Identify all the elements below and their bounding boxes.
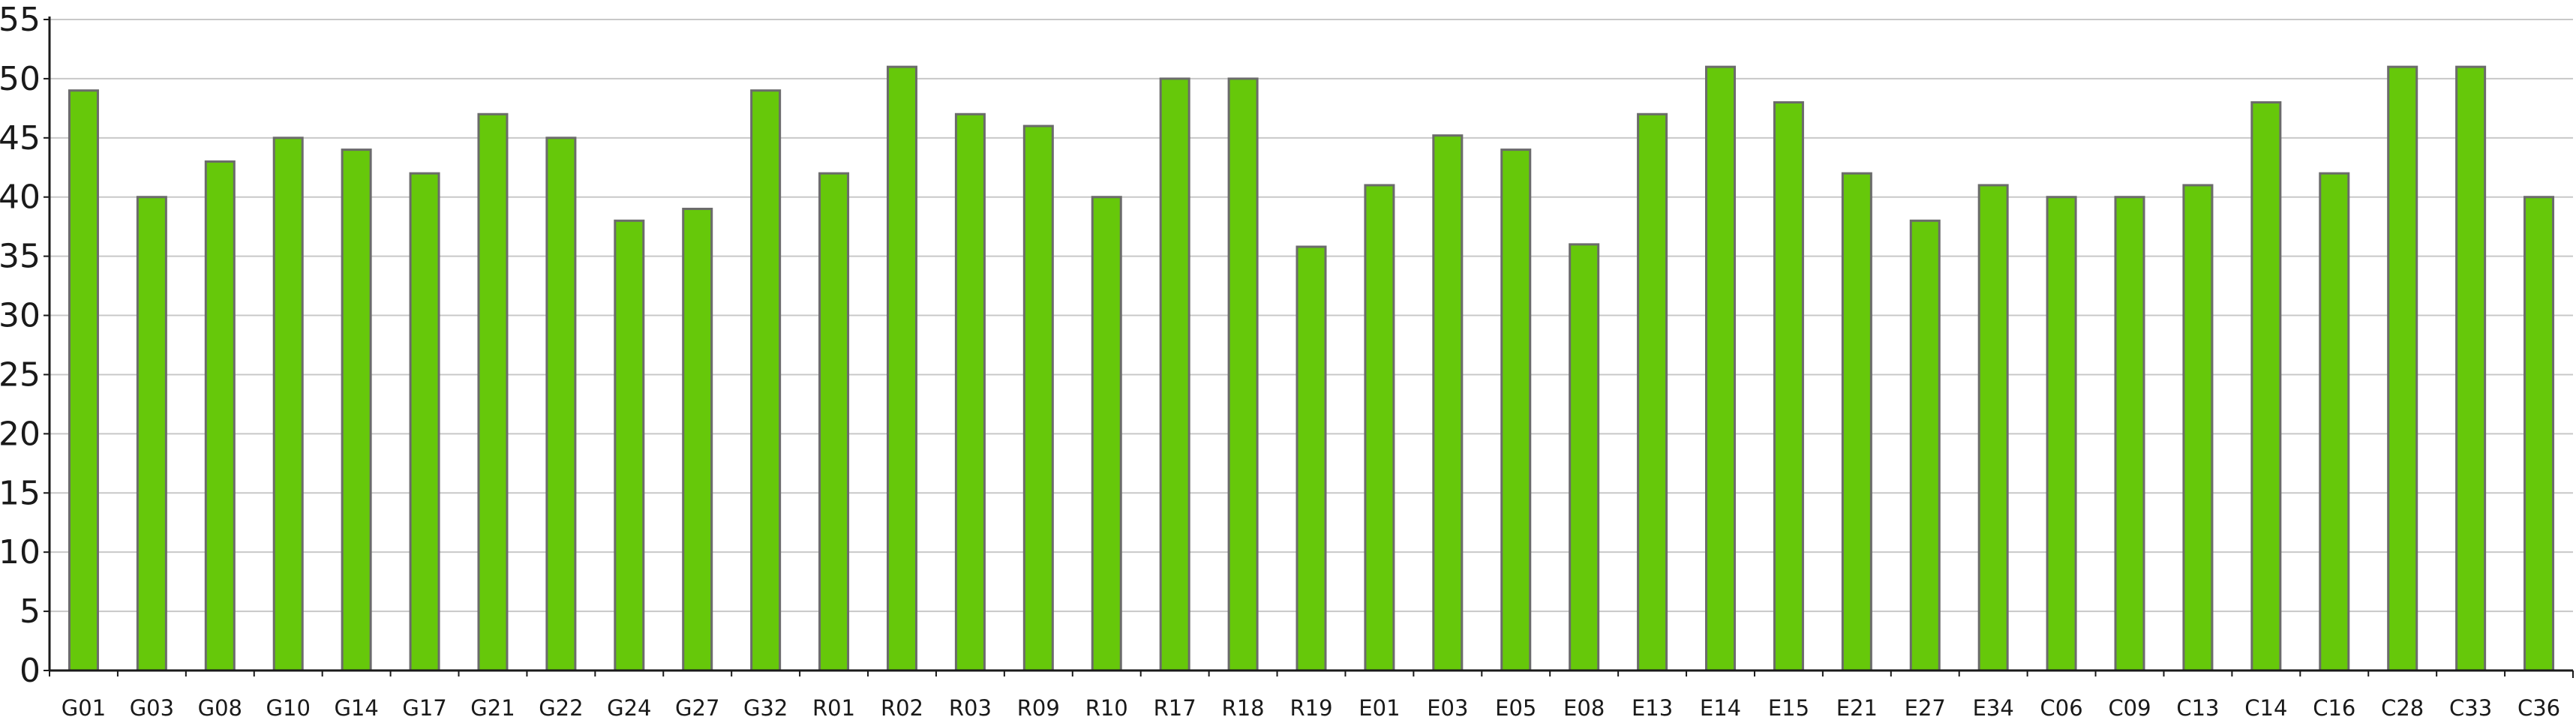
- bar-r09: [1022, 124, 1054, 672]
- x-tick-label: G08: [198, 695, 242, 721]
- x-tick-label: G21: [470, 695, 515, 721]
- bar-g27: [682, 208, 713, 672]
- bar-c36: [2523, 196, 2555, 672]
- bar-g10: [272, 136, 304, 672]
- bar-g14: [341, 148, 372, 672]
- x-tick-label: E08: [1563, 695, 1605, 721]
- x-axis-tick-labels: G01 G03 G08 G10 G14 G17 G21 G22 G24 G27 G32 R01 R02 R…: [62, 695, 2560, 721]
- x-tick-label: E13: [1632, 695, 1673, 721]
- x-tick-label: R17: [1154, 695, 1196, 721]
- bar-e27: [1909, 219, 1941, 672]
- x-tick-label: E01: [1359, 695, 1400, 721]
- x-tick-label: G27: [675, 695, 719, 721]
- x-tick-label: G17: [402, 695, 446, 721]
- bar-c16: [2319, 172, 2350, 672]
- bar-r03: [954, 112, 986, 672]
- bar-e01: [1364, 184, 1395, 672]
- y-tick-label: 20: [0, 415, 41, 453]
- x-tick-label: G32: [743, 695, 788, 721]
- x-tick-label: E03: [1427, 695, 1468, 721]
- bar-e03: [1432, 134, 1464, 672]
- x-tick-label: E34: [1973, 695, 2014, 721]
- y-tick-label: 15: [0, 474, 41, 512]
- x-tick-label: C33: [2449, 695, 2492, 721]
- x-tick-label: C16: [2313, 695, 2355, 721]
- bar-c28: [2387, 65, 2418, 672]
- bar-c14: [2250, 100, 2282, 672]
- x-tick-label: R09: [1017, 695, 1060, 721]
- x-tick-label: G01: [62, 695, 106, 721]
- bar-c33: [2455, 65, 2487, 672]
- x-tick-label: R03: [949, 695, 992, 721]
- y-tick-label: 35: [0, 238, 41, 276]
- x-tick-label: G22: [539, 695, 583, 721]
- y-tick-label: 40: [0, 178, 41, 217]
- bar-e21: [1841, 172, 1872, 672]
- x-tick-label: E15: [1768, 695, 1809, 721]
- bar-r10: [1091, 196, 1122, 672]
- bar-r02: [886, 65, 917, 672]
- x-tick-label: C06: [2040, 695, 2083, 721]
- x-tick-label: G03: [130, 695, 174, 721]
- x-tick-label: E14: [1700, 695, 1741, 721]
- bar-g24: [614, 219, 645, 672]
- bar-e34: [1977, 184, 2009, 672]
- x-tick-label: G14: [334, 695, 378, 721]
- y-tick-label: 45: [0, 119, 41, 158]
- bar-g08: [204, 160, 236, 672]
- bar-e13: [1637, 112, 1668, 672]
- x-tick-label: C13: [2176, 695, 2219, 721]
- bar-e14: [1705, 65, 1737, 672]
- bar-g01: [68, 89, 99, 672]
- bar-e15: [1773, 100, 1804, 672]
- y-axis-tick-labels: 0 5 10 15 20 25 30 35 40 45 50 55: [0, 1, 41, 690]
- x-tick-label: E21: [1836, 695, 1878, 721]
- y-tick-label: 5: [20, 592, 41, 631]
- x-tick-label: R10: [1085, 695, 1128, 721]
- x-tick-label: C28: [2381, 695, 2424, 721]
- bar-c13: [2182, 184, 2214, 672]
- x-tick-label: C36: [2517, 695, 2560, 721]
- x-tick-label: E27: [1905, 695, 1946, 721]
- y-tick-label: 0: [20, 652, 41, 690]
- bar-g32: [750, 89, 782, 672]
- x-tick-label: R01: [812, 695, 855, 721]
- x-tick-label: G24: [607, 695, 651, 721]
- bar-e05: [1500, 148, 1532, 672]
- y-tick-label: 25: [0, 356, 41, 394]
- bar-g17: [409, 172, 440, 672]
- bar-e08: [1569, 243, 1600, 672]
- bar-g03: [136, 196, 167, 672]
- x-tick-label: E05: [1495, 695, 1536, 721]
- bar-g21: [477, 112, 509, 672]
- bar-r01: [818, 172, 850, 672]
- bar-r17: [1159, 77, 1190, 672]
- x-tick-label: C14: [2244, 695, 2287, 721]
- x-tick-label: R19: [1290, 695, 1332, 721]
- y-tick-label: 10: [0, 533, 41, 572]
- bar-r19: [1296, 245, 1327, 672]
- x-tick-label: R02: [881, 695, 923, 721]
- bar-r18: [1227, 77, 1259, 672]
- bars: [68, 65, 2555, 672]
- x-tick-label: R18: [1222, 695, 1265, 721]
- x-tick-label: C09: [2108, 695, 2151, 721]
- x-tick-label: G10: [266, 695, 311, 721]
- bar-g22: [545, 136, 577, 672]
- bar-c09: [2114, 196, 2145, 672]
- bar-c06: [2046, 196, 2077, 672]
- axes: [44, 16, 2574, 678]
- y-tick-label: 55: [0, 1, 41, 39]
- y-tick-label: 30: [0, 297, 41, 335]
- y-tick-label: 50: [0, 60, 41, 98]
